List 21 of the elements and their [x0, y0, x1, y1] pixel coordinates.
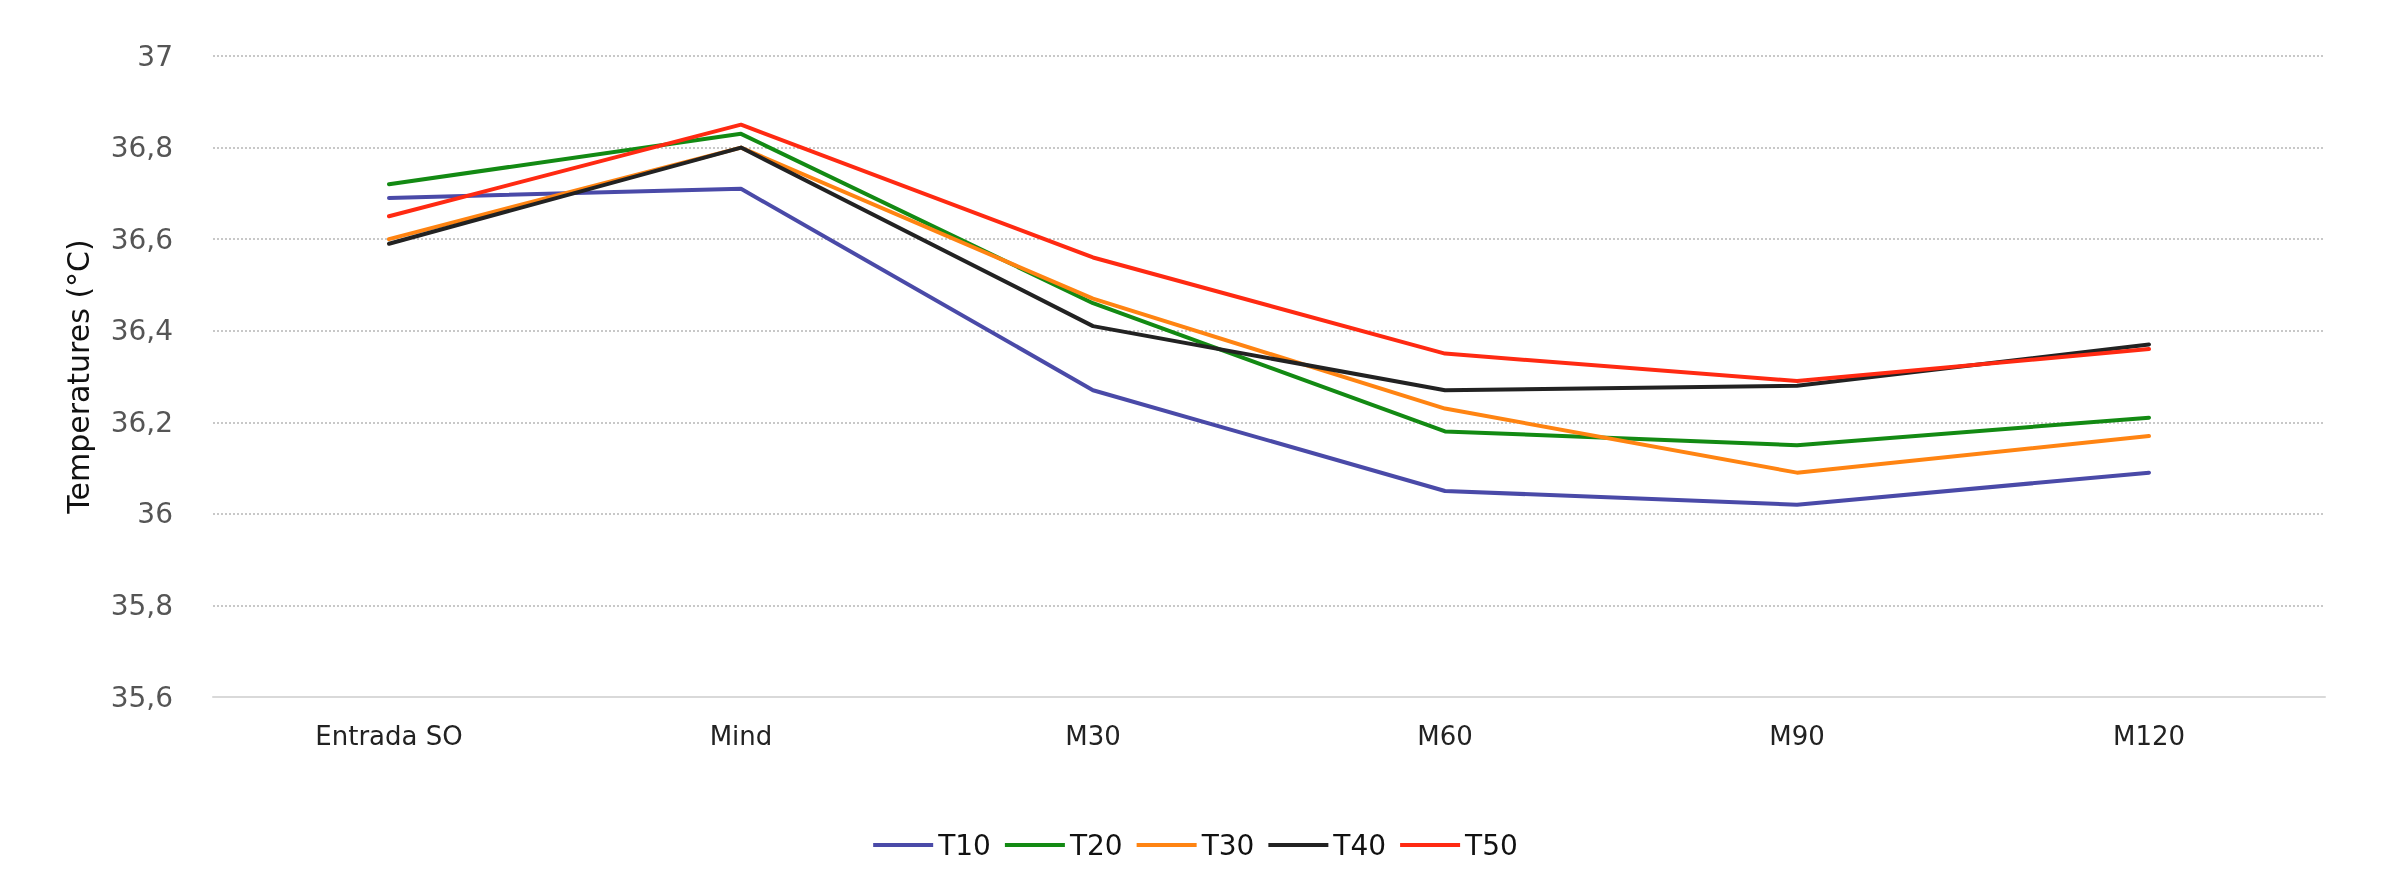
- x-tick-label: Entrada SO: [315, 721, 463, 751]
- y-axis-title: Temperatures (°C): [60, 239, 96, 515]
- y-tick-label: 35,6: [110, 680, 173, 714]
- legend-label: T10: [937, 828, 991, 862]
- y-tick-label: 36: [137, 497, 173, 531]
- y-tick-label: 36,8: [110, 131, 173, 165]
- x-tick-label: M60: [1417, 721, 1473, 751]
- y-tick-label: 37: [137, 39, 173, 73]
- legend-label: T20: [1068, 828, 1123, 862]
- y-tick-label: 36,2: [110, 405, 173, 439]
- legend-label: T40: [1332, 828, 1387, 862]
- y-tick-label: 36,6: [110, 222, 173, 256]
- x-tick-label: Mind: [709, 721, 773, 751]
- x-tick-label: M120: [2112, 721, 2186, 751]
- x-tick-label: M30: [1065, 721, 1121, 751]
- y-tick-label: 35,8: [110, 588, 173, 622]
- x-tick-label: M90: [1769, 721, 1825, 751]
- legend-label: T30: [1200, 828, 1255, 862]
- line-series: [387, 186, 2151, 507]
- legend-label: T50: [1464, 828, 1518, 862]
- y-tick-label: 36,4: [110, 314, 173, 348]
